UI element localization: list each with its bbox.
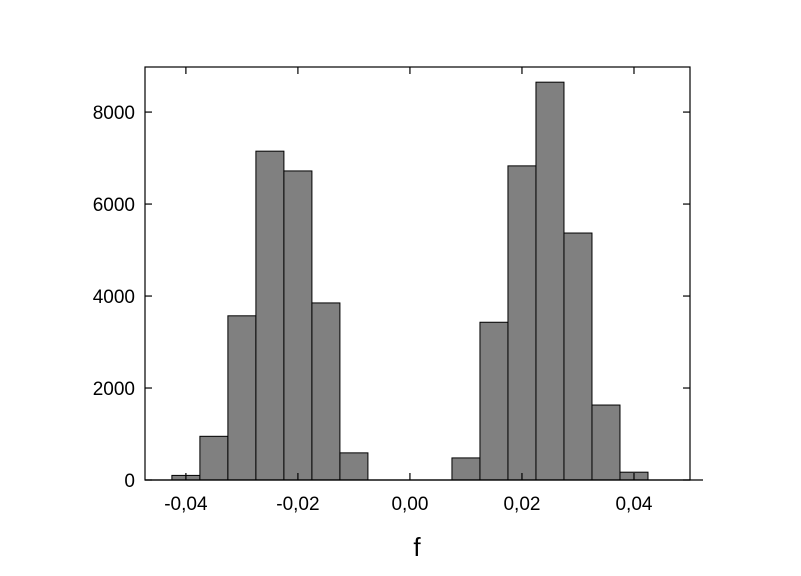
bar	[311, 302, 341, 481]
bar	[563, 232, 593, 481]
bar	[255, 150, 285, 481]
y-tick-label: 2000	[93, 379, 135, 400]
y-tick-label: 0	[124, 471, 135, 492]
x-tick-label: -0,02	[276, 494, 319, 515]
x-tick-label: 0,04	[615, 494, 652, 515]
x-tick-label: -0,04	[164, 494, 208, 515]
bar	[507, 165, 537, 481]
bar	[535, 81, 565, 481]
y-tick-label: 8000	[93, 103, 135, 124]
bar	[199, 435, 229, 481]
bar	[339, 452, 369, 481]
y-tick-label: 4000	[93, 287, 135, 308]
bar	[591, 404, 621, 481]
bar	[451, 457, 481, 481]
x-tick-label: 0,00	[391, 494, 428, 515]
y-tick-label: 6000	[93, 195, 135, 216]
x-axis-title: f	[413, 532, 421, 562]
bar	[283, 170, 313, 481]
bar	[479, 321, 509, 481]
bar	[227, 315, 257, 481]
x-tick-label: 0,02	[503, 494, 540, 515]
